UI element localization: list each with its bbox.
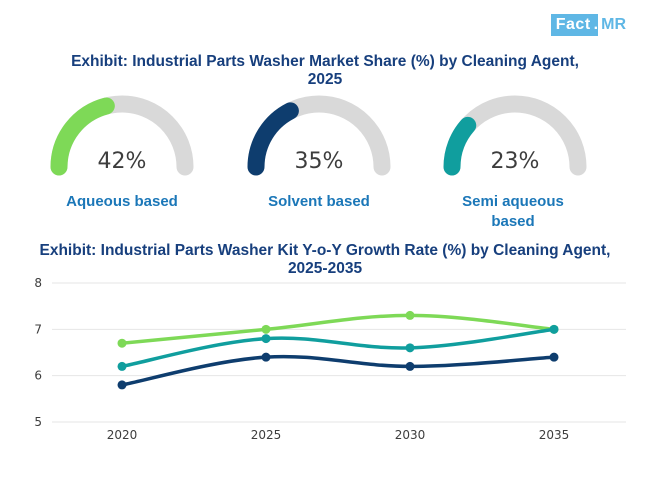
series-line-semi-aqueous-based: [120, 327, 556, 369]
market-share-title: Exhibit: Industrial Parts Washer Market …: [0, 53, 650, 89]
x-tick-label-2030: 2030: [395, 428, 426, 442]
gauge-label-aqueous-based: Aqueous based: [66, 193, 178, 210]
data-point-solvent-based-2030: [405, 361, 415, 371]
market-share-title-line1: Exhibit: Industrial Parts Washer Market …: [71, 53, 579, 70]
y-tick-label-7: 7: [34, 322, 42, 336]
logo-dot: .: [593, 14, 599, 36]
gauge-value-arc-solvent-based: [247, 102, 299, 176]
logo-wordmark: Fact: [550, 14, 594, 36]
y-tick-label-6: 6: [34, 369, 42, 383]
gauge-value-solvent-based: 35%: [295, 149, 344, 174]
gauge-label-solvent-based: Solvent based: [268, 193, 370, 210]
data-point-solvent-based-2025: [261, 352, 271, 362]
data-point-semi-aqueous-based-2020: [117, 361, 127, 371]
x-tick-label-2020: 2020: [107, 428, 138, 442]
growth-rate-title-line1: Exhibit: Industrial Parts Washer Kit Y-o…: [39, 242, 611, 259]
gauge-label-semi-aqueous-based: Semi aqueous: [462, 193, 564, 210]
gauge-label-semi-aqueous-based: based: [491, 213, 534, 230]
data-point-aqueous-based-2030: [405, 310, 415, 320]
data-point-semi-aqueous-based-2025: [261, 334, 271, 344]
data-point-solvent-based-2035: [549, 352, 559, 362]
logo-suffix: MR: [601, 16, 626, 33]
market-share-title-line2: 2025: [307, 71, 343, 88]
data-point-solvent-based-2020: [117, 380, 127, 390]
gauge-value-arc-aqueous-based: [50, 97, 115, 176]
series-line-solvent-based: [120, 354, 556, 387]
growth-rate-title-line2: 2025-2035: [287, 260, 363, 277]
data-point-semi-aqueous-based-2030: [405, 343, 415, 353]
factmr-logo: Fact. MR: [550, 14, 628, 36]
series-line-aqueous-based: [120, 313, 556, 345]
gauge-value-arc-semi-aqueous-based: [443, 116, 477, 176]
y-tick-label-8: 8: [34, 276, 42, 290]
x-tick-label-2025: 2025: [251, 428, 282, 442]
growth-rate-title: Exhibit: Industrial Parts Washer Kit Y-o…: [0, 242, 650, 278]
gauge-value-semi-aqueous-based: 23%: [491, 149, 540, 174]
y-tick-label-5: 5: [34, 415, 42, 429]
data-point-aqueous-based-2025: [261, 324, 271, 334]
market-share-gauges: 42% Aqueous based 35% Solvent based 23% Semi …: [50, 95, 587, 230]
x-tick-label-2035: 2035: [539, 428, 570, 442]
data-point-aqueous-based-2020: [117, 338, 127, 348]
gauge-value-aqueous-based: 42%: [98, 149, 147, 174]
data-point-semi-aqueous-based-2035: [549, 324, 559, 334]
